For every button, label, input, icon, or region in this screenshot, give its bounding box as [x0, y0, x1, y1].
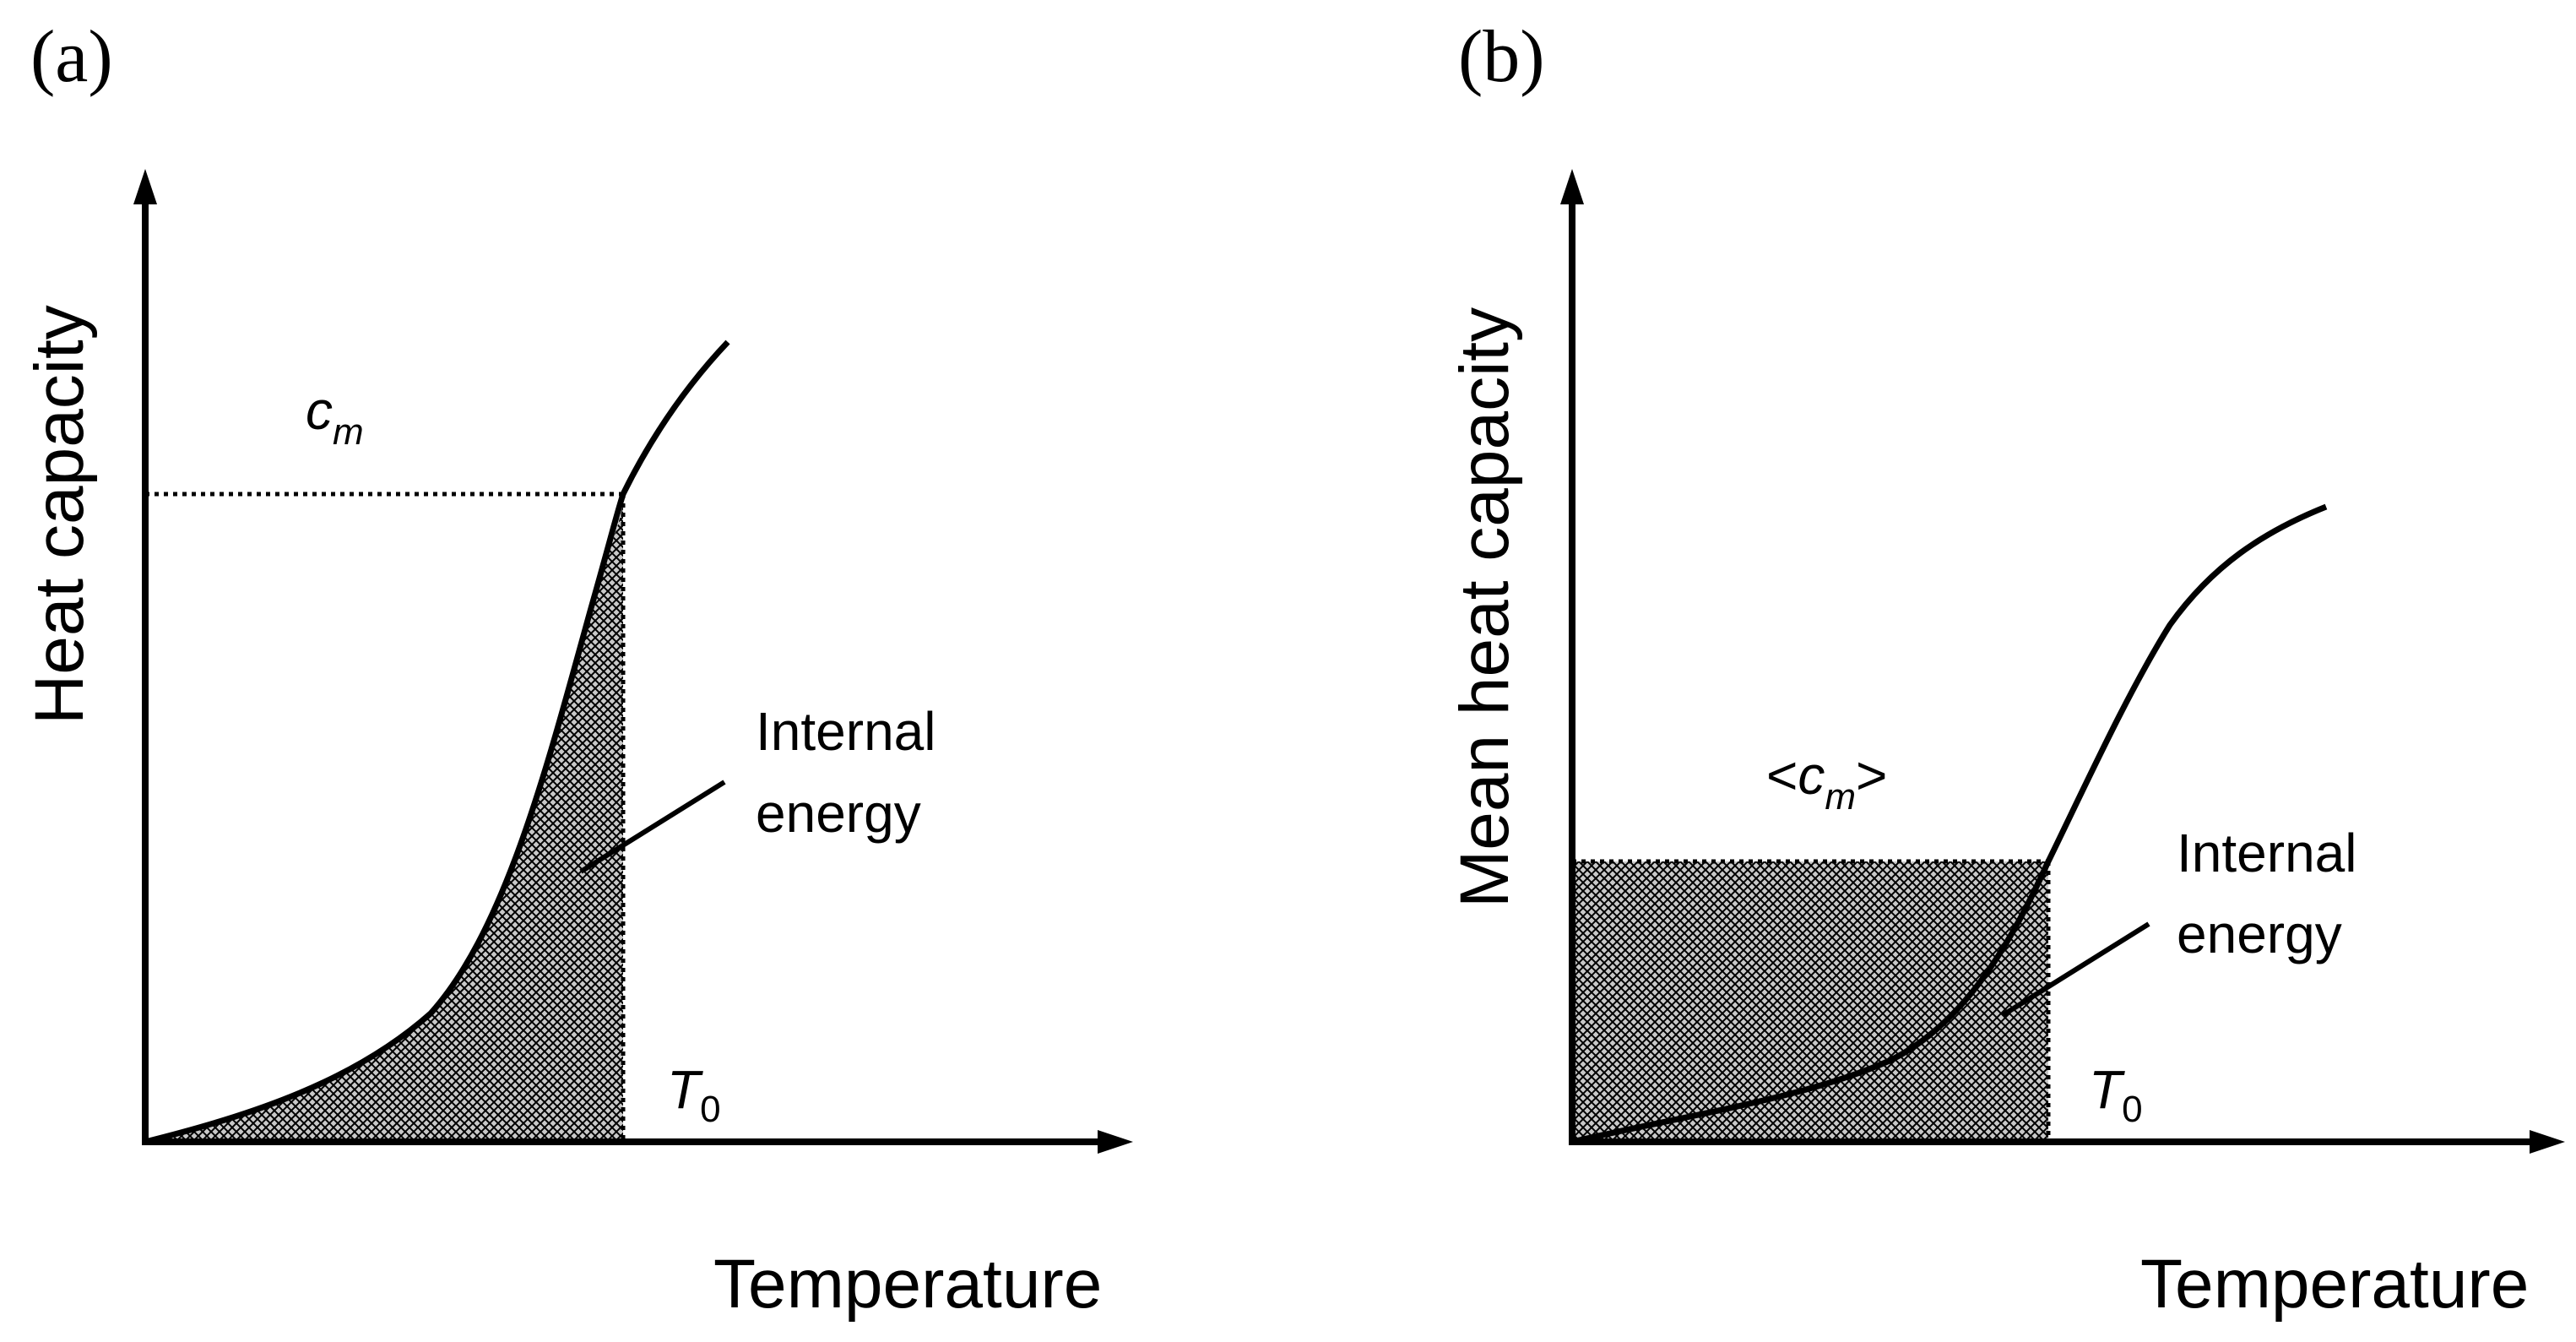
t0-label-b-main: T [2089, 1059, 2125, 1120]
internal-energy-label-b-line1: Internal [2177, 823, 2356, 883]
panel-a: (a) Heat capacity Temperature cm Interna… [21, 16, 1133, 1323]
x-axis-title-a: Temperature [713, 1246, 1102, 1323]
t0-label-b: T0 [2089, 1059, 2143, 1130]
internal-energy-area-b [1572, 861, 2048, 1142]
cm-label-main: c [306, 380, 333, 441]
internal-energy-area-a [145, 494, 624, 1142]
cm-label: cm [306, 380, 364, 453]
y-axis-title-a: Heat capacity [21, 305, 98, 725]
mean-cm-label-open: < [1766, 745, 1798, 806]
mean-cm-label: <cm> [1766, 745, 1887, 818]
mean-cm-label-main: c [1798, 745, 1825, 806]
panel-a-label: (a) [30, 16, 113, 98]
x-axis-arrowhead-a [1098, 1130, 1133, 1154]
t0-label-a-subscript: 0 [700, 1089, 720, 1130]
cm-label-subscript: m [333, 411, 364, 453]
heat-capacity-curve-a [144, 340, 730, 1145]
mean-cm-label-close: > [1856, 745, 1887, 806]
y-axis-title-b: Mean heat capacity [1446, 307, 1523, 908]
mean-cm-label-subscript: m [1825, 776, 1856, 818]
t0-label-a: T0 [667, 1059, 721, 1130]
x-axis-title-b: Temperature [2140, 1246, 2529, 1323]
x-axis-arrowhead-b [2530, 1130, 2565, 1154]
panel-b: (b) Mean heat capacity Temperature <cm> … [1446, 16, 2565, 1323]
t0-label-b-subscript: 0 [2122, 1089, 2142, 1130]
y-axis-arrowhead-b [1560, 169, 1584, 204]
internal-energy-label-a-line1: Internal [756, 701, 935, 762]
mean-heat-capacity-curve-b [1571, 503, 2328, 1145]
internal-energy-leader-a [579, 780, 726, 874]
panel-b-label: (b) [1458, 16, 1545, 98]
internal-energy-label-a-line2: energy [756, 783, 921, 844]
y-axis-arrowhead-a [133, 169, 157, 204]
t0-label-a-main: T [667, 1059, 703, 1120]
internal-energy-label-b-line2: energy [2177, 904, 2342, 964]
internal-energy-leader-b [2001, 921, 2150, 1018]
